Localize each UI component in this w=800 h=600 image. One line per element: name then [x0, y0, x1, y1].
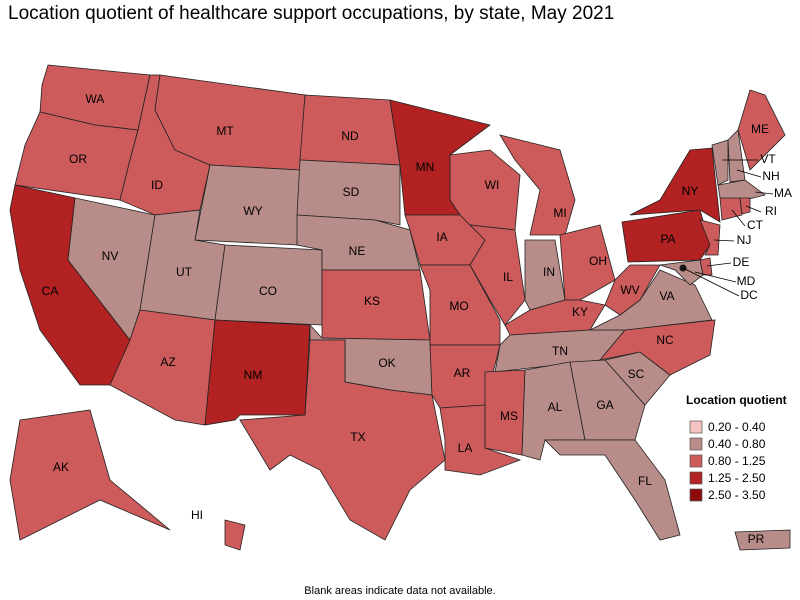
state-labels: WA OR CA NV ID MT WY UT CO AZ NM ND SD NE KS OK TX MN IA MO…: [42, 92, 792, 546]
state-label: LA: [458, 441, 473, 455]
state-label: SC: [628, 367, 645, 381]
state-label: WI: [485, 178, 500, 192]
state-shape: [621, 209, 711, 263]
legend-label: 0.20 - 0.40: [708, 420, 766, 434]
legend-title: Location quotient: [686, 393, 787, 407]
leader-line: [731, 209, 746, 227]
state-label: NE: [349, 244, 366, 258]
state-label: MA: [774, 186, 792, 200]
state-shape: [296, 159, 401, 226]
legend-label: 2.50 - 3.50: [708, 488, 766, 502]
state-label: VT: [760, 152, 776, 166]
legend-swatch: [689, 437, 703, 451]
state-label: PA: [660, 232, 675, 246]
state-label: MN: [416, 160, 435, 174]
state-shape: [711, 139, 729, 186]
state-label: TN: [552, 344, 568, 358]
legend-label: 1.25 - 2.50: [708, 471, 766, 485]
legend-swatch: [689, 454, 703, 468]
state-label: NY: [682, 184, 699, 198]
state-shape: [9, 409, 171, 541]
state-label: OH: [589, 254, 607, 268]
state-shape: [737, 89, 786, 171]
state-label: AK: [53, 460, 69, 474]
state-label: NM: [244, 368, 263, 382]
state-label: RI: [765, 204, 777, 218]
map-title: Location quotient of healthcare support …: [8, 3, 614, 24]
state-label: FL: [638, 474, 652, 488]
state-shape: [224, 519, 246, 551]
state-shape: [739, 197, 751, 215]
legend: 0.20 - 0.40 0.40 - 0.80 0.80 - 1.25 1.25 - …: [689, 420, 766, 502]
state-shape: [559, 224, 616, 301]
state-label: CT: [747, 218, 764, 232]
state-shape: [499, 134, 576, 236]
state-label: IA: [436, 230, 447, 244]
state-label: AR: [454, 366, 471, 380]
state-shape: [544, 439, 681, 541]
state-label: CO: [259, 284, 277, 298]
state-label: GA: [596, 398, 613, 412]
state-shape: [699, 219, 721, 256]
legend-label: 0.40 - 0.80: [708, 437, 766, 451]
state-label: AL: [548, 400, 563, 414]
leader-line: [694, 271, 737, 283]
state-shape: [734, 529, 791, 551]
state-label: PR: [748, 532, 765, 546]
state-shape: [659, 259, 704, 286]
state-shape: [717, 179, 766, 201]
legend-swatch: [689, 488, 703, 502]
leader-line: [745, 205, 762, 213]
state-label: WA: [86, 92, 105, 106]
state-label: ID: [151, 178, 163, 192]
state-label: SD: [343, 185, 360, 199]
states: [9, 64, 791, 551]
state-shape: [569, 359, 646, 441]
state-label: MT: [216, 124, 234, 138]
state-shape: [629, 147, 721, 223]
state-label: NJ: [737, 233, 752, 247]
state-label: IL: [503, 270, 513, 284]
state-label: UT: [176, 265, 193, 279]
state-label: ND: [341, 129, 359, 143]
state-label: DC: [740, 288, 758, 302]
footnote: Blank areas indicate data not available.: [304, 585, 495, 597]
state-label: ME: [751, 122, 769, 136]
state-label: OR: [69, 152, 87, 166]
state-label: KS: [364, 294, 380, 308]
leader-line: [682, 267, 740, 297]
leader-line: [706, 262, 732, 267]
state-label: NH: [762, 169, 779, 183]
state-label: MO: [449, 299, 468, 313]
state-label: VA: [659, 289, 674, 303]
state-label: MD: [737, 274, 756, 288]
state-label: NV: [102, 249, 119, 263]
state-label: NC: [656, 333, 674, 347]
state-label: WY: [243, 204, 262, 218]
state-shape: [484, 369, 526, 456]
state-shape: [468, 224, 526, 326]
leader-line: [754, 191, 774, 195]
state-label: MI: [553, 206, 566, 220]
legend-swatch: [689, 420, 703, 434]
state-label: WV: [620, 283, 639, 297]
state-label: IN: [543, 265, 555, 279]
state-label: OK: [378, 356, 395, 370]
legend-swatch: [689, 471, 703, 485]
state-label: DE: [733, 255, 750, 269]
state-label: AZ: [160, 355, 175, 369]
state-shape: [719, 197, 743, 221]
legend-label: 0.80 - 1.25: [708, 454, 766, 468]
state-label: KY: [572, 305, 588, 319]
state-label: CA: [42, 284, 59, 298]
state-shape: [239, 339, 446, 541]
state-label: MS: [500, 409, 518, 423]
state-label: HI: [191, 508, 203, 522]
leader-line: [736, 169, 762, 178]
leader-line: [713, 239, 735, 242]
state-label: TX: [350, 430, 365, 444]
